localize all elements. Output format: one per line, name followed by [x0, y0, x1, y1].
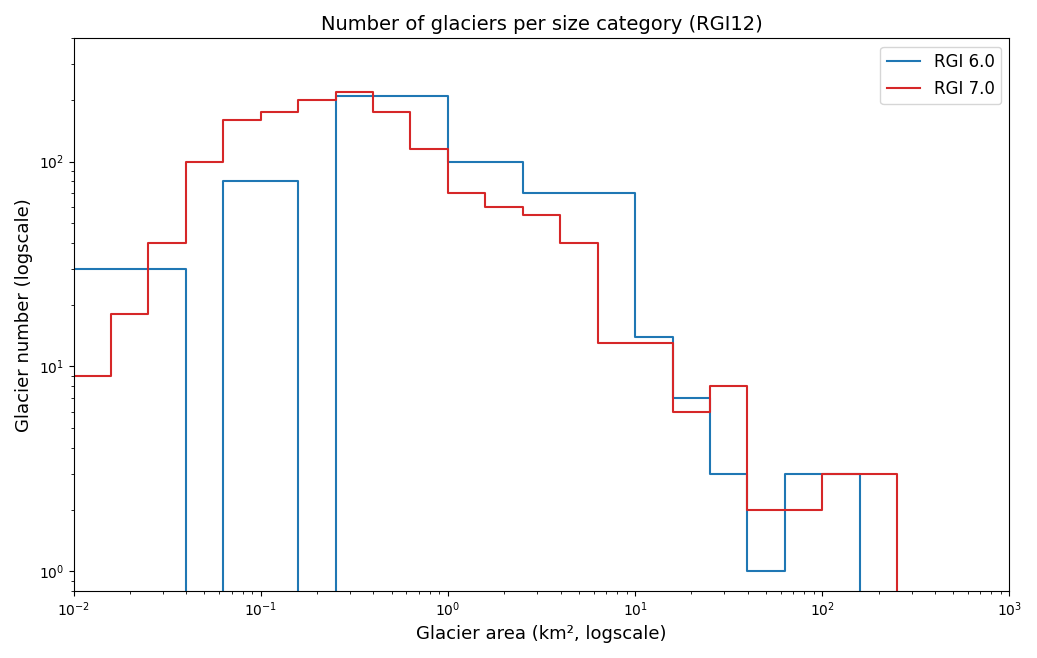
RGI 7.0	[779, 505, 791, 513]
RGI 6.0	[254, 178, 267, 186]
RGI 6.0	[105, 265, 117, 272]
RGI 6.0	[591, 190, 604, 197]
RGI 6.0	[67, 265, 80, 272]
RGI 7.0	[67, 372, 80, 380]
RGI 7.0	[591, 339, 604, 347]
RGI 7.0	[554, 240, 566, 247]
RGI 7.0	[704, 382, 717, 390]
RGI 7.0	[179, 158, 192, 166]
RGI 6.0	[667, 394, 679, 402]
Legend: RGI 6.0, RGI 7.0: RGI 6.0, RGI 7.0	[880, 47, 1001, 105]
RGI 7.0	[217, 116, 229, 124]
RGI 7.0	[367, 108, 380, 116]
RGI 7.0	[516, 211, 529, 218]
RGI 6.0	[628, 332, 641, 340]
RGI 6.0	[142, 265, 155, 272]
RGI 6.0	[217, 178, 229, 186]
RGI 7.0	[105, 310, 117, 318]
RGI 7.0	[479, 203, 492, 211]
RGI 7.0	[330, 88, 342, 95]
Line: RGI 6.0: RGI 6.0	[74, 95, 972, 658]
Y-axis label: Glacier number (logscale): Glacier number (logscale)	[15, 198, 33, 432]
RGI 7.0	[142, 240, 155, 247]
RGI 6.0	[479, 158, 492, 166]
X-axis label: Glacier area (km², logscale): Glacier area (km², logscale)	[416, 625, 667, 643]
RGI 6.0	[404, 91, 417, 99]
RGI 6.0	[741, 567, 754, 575]
RGI 7.0	[816, 470, 829, 478]
RGI 7.0	[853, 470, 866, 478]
RGI 6.0	[779, 470, 791, 478]
RGI 7.0	[404, 145, 417, 153]
RGI 7.0	[254, 108, 267, 116]
RGI 7.0	[291, 96, 304, 104]
Line: RGI 7.0: RGI 7.0	[74, 91, 972, 658]
RGI 6.0	[554, 190, 566, 197]
RGI 7.0	[628, 339, 641, 347]
Title: Number of glaciers per size category (RGI12): Number of glaciers per size category (RG…	[320, 15, 762, 34]
RGI 7.0	[667, 408, 679, 416]
RGI 7.0	[741, 505, 754, 513]
RGI 6.0	[330, 91, 342, 99]
RGI 6.0	[442, 158, 454, 166]
RGI 6.0	[704, 470, 717, 478]
RGI 6.0	[816, 470, 829, 478]
RGI 7.0	[442, 190, 454, 197]
RGI 6.0	[367, 91, 380, 99]
RGI 6.0	[516, 190, 529, 197]
